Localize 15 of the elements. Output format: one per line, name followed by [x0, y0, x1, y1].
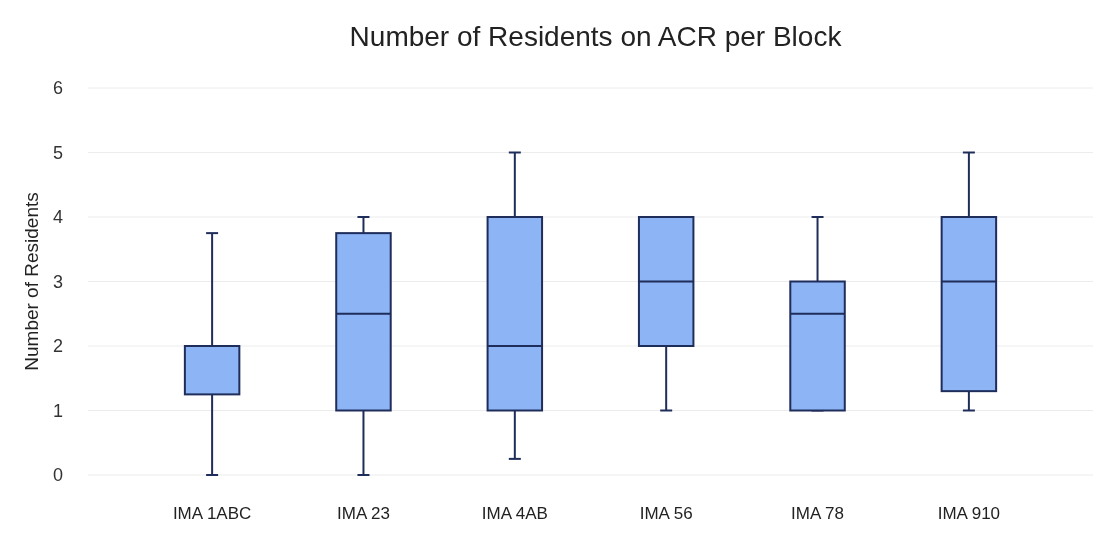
y-tick-label: 3: [52, 271, 64, 292]
y-tick-label: 2: [52, 336, 64, 357]
x-tick-label: IMA 23: [337, 504, 390, 523]
x-tick-label: IMA 78: [791, 504, 844, 523]
y-tick-label: 6: [52, 78, 64, 99]
y-axis-title: Number of Residents: [21, 192, 42, 371]
y-tick-label: 5: [52, 142, 64, 163]
y-tick-label: 0: [52, 465, 64, 486]
chart-title: Number of Residents on ACR per Block: [349, 21, 843, 52]
x-tick-label: IMA 56: [639, 504, 693, 523]
x-tick-label: IMA 910: [937, 504, 1001, 523]
y-tick-label: 4: [52, 207, 64, 228]
x-tick-label: IMA 1ABC: [172, 504, 252, 523]
x-tick-label: IMA 4AB: [481, 504, 548, 523]
y-tick-label: 1: [52, 400, 64, 421]
